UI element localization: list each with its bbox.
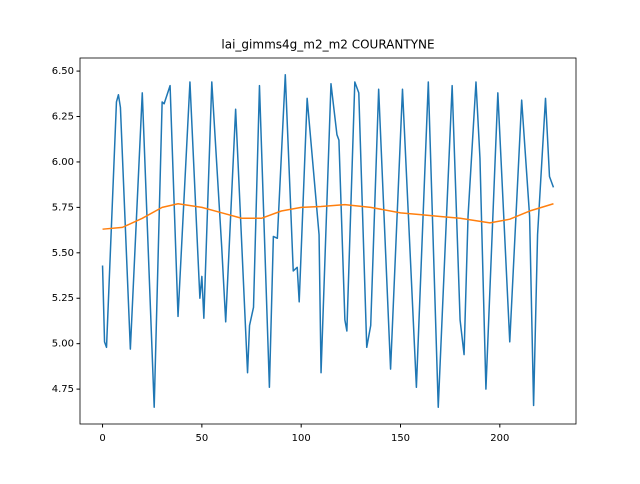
y-tick-label: 4.75 (52, 384, 74, 395)
y-tick-label: 6.50 (52, 66, 74, 77)
y-tick-label: 5.00 (52, 339, 74, 350)
x-tick-label: 100 (292, 433, 311, 444)
x-tick-label: 200 (490, 433, 509, 444)
plot-frame (79, 57, 577, 425)
x-tick-label: 0 (99, 433, 105, 444)
x-tick-label: 150 (391, 433, 410, 444)
y-tick-label: 5.25 (52, 293, 74, 304)
y-tick-label: 6.00 (52, 157, 74, 168)
chart-title: lai_gimms4g_m2_m2 COURANTYNE (221, 38, 434, 52)
y-tick-label: 5.50 (52, 248, 74, 259)
y-tick-label: 6.25 (52, 112, 74, 123)
line (102, 202, 554, 230)
line (101, 73, 555, 409)
x-tick-label: 50 (195, 433, 208, 444)
y-tick-label: 5.75 (52, 202, 74, 213)
